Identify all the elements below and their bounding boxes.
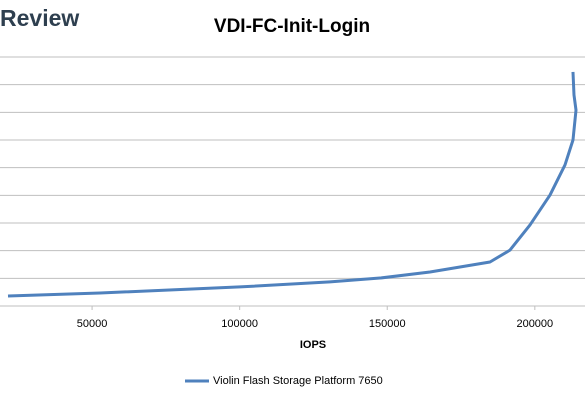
x-tick-label: 200000: [516, 318, 553, 330]
x-axis-label: IOPS: [300, 339, 326, 351]
series-line: [7, 71, 578, 298]
watermark: Review: [0, 5, 79, 31]
x-tick-label: 50000: [77, 318, 108, 330]
legend-label: Violin Flash Storage Platform 7650: [213, 375, 383, 387]
chart-title: VDI-FC-Init-Login: [214, 16, 370, 37]
x-tick-label: 150000: [369, 318, 406, 330]
x-tick-label: 100000: [221, 318, 258, 330]
